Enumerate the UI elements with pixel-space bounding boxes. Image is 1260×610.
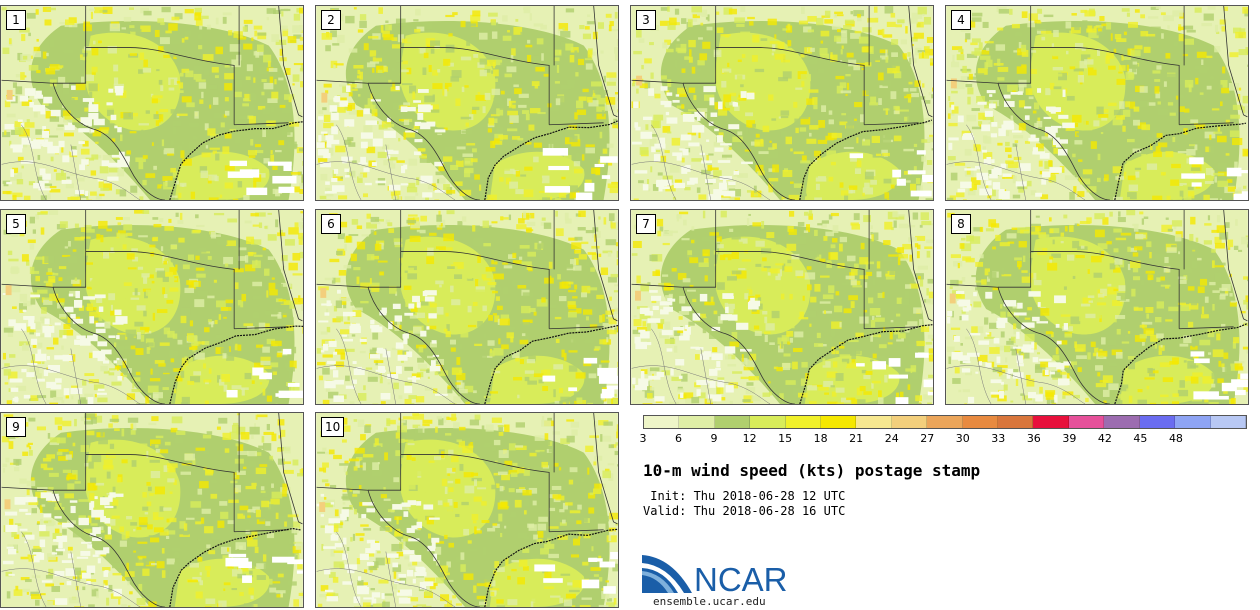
colorbar-tick-label: 39	[1062, 432, 1077, 445]
site-url: ensemble.ucar.edu	[653, 595, 766, 608]
colorbar-segment	[785, 416, 822, 428]
colorbar-segment	[821, 416, 857, 428]
member-label: 4	[951, 10, 971, 30]
colorbar-tick-label: 24	[884, 432, 899, 445]
stamp-panel: 9	[0, 412, 304, 608]
member-label: 1	[6, 10, 26, 30]
colorbar-segment	[927, 416, 963, 428]
colorbar-tick-label: 30	[955, 432, 970, 445]
valid-time: Valid: Thu 2018-06-28 16 UTC	[643, 504, 846, 518]
stamp-panel: 10	[315, 412, 619, 608]
member-label: 8	[951, 214, 971, 234]
colorbar-tick-label: 45	[1133, 432, 1148, 445]
colorbar-tick-label: 18	[813, 432, 828, 445]
colorbar	[643, 415, 1247, 429]
colorbar-tick-label: 3	[639, 432, 647, 445]
member-label: 10	[321, 417, 345, 437]
stamp-panel: 2	[315, 5, 619, 201]
wind-speed-map	[1, 6, 303, 200]
colorbar-segment	[1068, 416, 1105, 428]
wind-speed-map	[316, 210, 618, 404]
wind-speed-map	[316, 413, 618, 607]
stamp-panel: 3	[630, 5, 934, 201]
wind-speed-map	[631, 6, 933, 200]
stamp-panel: 8	[945, 209, 1249, 405]
colorbar-segment	[1175, 416, 1211, 428]
colorbar-tick-label: 21	[849, 432, 864, 445]
member-label: 3	[636, 10, 656, 30]
colorbar-segment	[998, 416, 1034, 428]
colorbar-segment	[750, 416, 786, 428]
logo-text: NCAR	[694, 561, 788, 598]
member-label: 9	[6, 417, 26, 437]
wind-speed-map	[631, 210, 933, 404]
member-label: 2	[321, 10, 341, 30]
colorbar-tick-label: 9	[710, 432, 718, 445]
stamp-panel: 1	[0, 5, 304, 201]
colorbar-segment	[856, 416, 892, 428]
colorbar-tick-label: 15	[778, 432, 793, 445]
stamp-panel: 5	[0, 209, 304, 405]
wind-speed-map	[1, 210, 303, 404]
colorbar-tick-label: 48	[1168, 432, 1183, 445]
colorbar-ticks: 3 6 9 12 15 18 21 24 27 30 33 36 39 42 45 48	[639, 432, 1247, 448]
colorbar-tick-label: 6	[675, 432, 683, 445]
wind-speed-map	[1, 413, 303, 607]
wind-speed-map	[316, 6, 618, 200]
wind-speed-map	[946, 210, 1248, 404]
wind-speed-map	[946, 6, 1248, 200]
colorbar-tick-label: 42	[1097, 432, 1112, 445]
stamp-panel: 6	[315, 209, 619, 405]
colorbar-segment	[714, 416, 751, 428]
ncar-logo: NCAR	[642, 553, 802, 598]
colorbar-segment	[1033, 416, 1069, 428]
colorbar-segment	[1104, 416, 1140, 428]
member-label: 7	[636, 214, 656, 234]
colorbar-tick-label: 36	[1026, 432, 1041, 445]
colorbar-segment	[962, 416, 999, 428]
colorbar-tick-label: 33	[991, 432, 1006, 445]
colorbar-tick-label: 27	[920, 432, 935, 445]
init-time: Init: Thu 2018-06-28 12 UTC	[643, 489, 846, 503]
ncar-logo-icon: NCAR	[642, 555, 788, 598]
colorbar-segment	[644, 416, 680, 428]
chart-title: 10-m wind speed (kts) postage stamp	[643, 461, 981, 480]
colorbar-segment	[679, 416, 715, 428]
colorbar-segment	[1210, 416, 1246, 428]
member-label: 6	[321, 214, 341, 234]
stamp-panel: 4	[945, 5, 1249, 201]
colorbar-tick-label: 12	[742, 432, 757, 445]
colorbar-segment	[1139, 416, 1176, 428]
member-label: 5	[6, 214, 26, 234]
stamp-panel: 7	[630, 209, 934, 405]
colorbar-segment	[891, 416, 928, 428]
